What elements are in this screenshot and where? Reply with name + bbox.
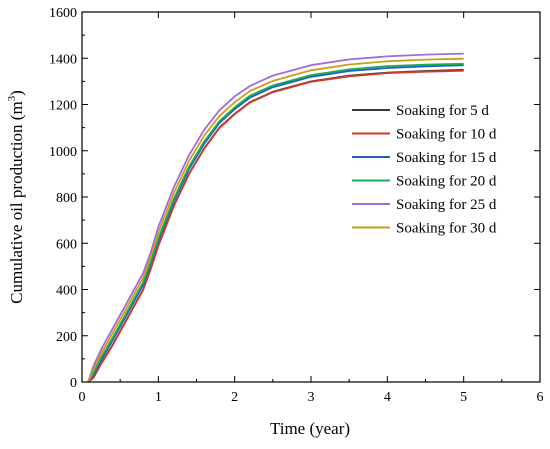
series-line-5: [87, 52, 464, 383]
x-tick-label: 3: [308, 390, 315, 405]
series-line-2: [87, 69, 464, 383]
y-tick-label: 1600: [49, 6, 77, 21]
y-axis-title-close: ): [7, 90, 26, 96]
legend-label-5: Soaking for 25 d: [396, 197, 497, 213]
x-tick-label: 2: [231, 390, 238, 405]
legend-label-4: Soaking for 20 d: [396, 174, 497, 190]
legend-label-1: Soaking for 5 d: [396, 103, 489, 119]
y-tick-label: 1400: [49, 52, 77, 67]
y-tick-label: 1200: [49, 99, 77, 114]
legend-label-3: Soaking for 15 d: [396, 150, 497, 166]
y-tick-label: 1000: [49, 145, 77, 160]
x-tick-label: 4: [384, 390, 391, 405]
series-line-3: [87, 64, 464, 383]
y-tick-label: 600: [56, 237, 77, 252]
y-axis-title: Cumulative oil production (m3): [6, 90, 26, 304]
legend-label-2: Soaking for 10 d: [396, 127, 497, 143]
axes: 0 1 2 3 4 5 6 0 200 400 600 800 1000 1200 1400 1600: [49, 6, 544, 405]
x-tick-label: 6: [537, 390, 544, 405]
y-tick-label: 200: [56, 330, 77, 345]
x-tick-label: 5: [460, 390, 467, 405]
x-tick-label: 1: [155, 390, 162, 405]
plot-area: [87, 52, 464, 383]
x-axis-title: Time (year): [270, 419, 350, 438]
series-line-6: [87, 57, 464, 383]
legend-label-6: Soaking for 30 d: [396, 221, 497, 237]
x-tick-label: 0: [79, 390, 86, 405]
y-tick-label: 800: [56, 191, 77, 206]
y-tick-label: 0: [70, 376, 77, 391]
legend: Soaking for 5 d Soaking for 10 d Soaking f…: [352, 103, 497, 237]
y-tick-label: 400: [56, 284, 77, 299]
series-line-4: [87, 62, 464, 383]
y-axis-title-superscript: 3: [6, 95, 18, 101]
y-axis-title-main: Cumulative oil production (m: [7, 101, 26, 304]
